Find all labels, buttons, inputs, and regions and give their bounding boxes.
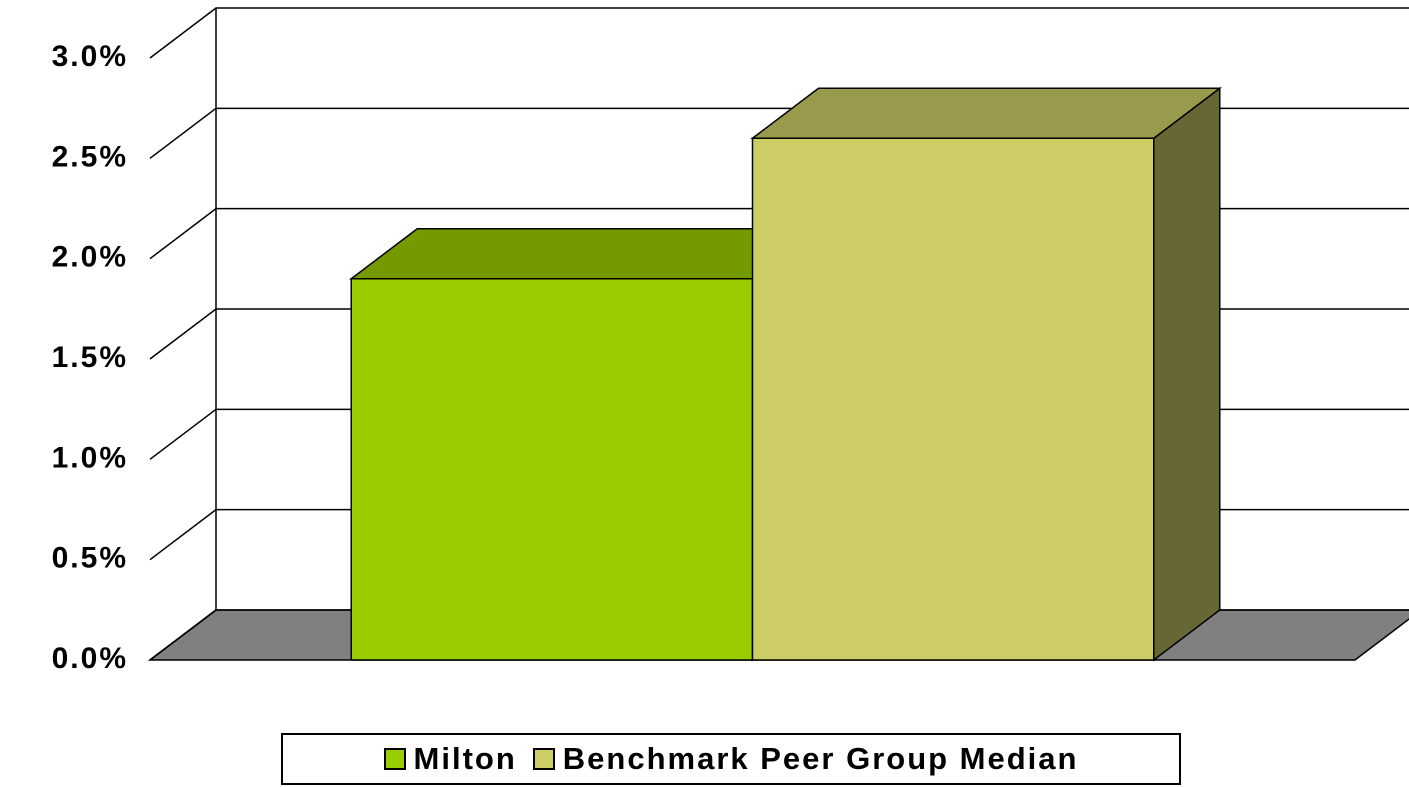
legend-label: Milton — [413, 741, 517, 776]
y-tick-label: 0.5% — [52, 542, 128, 575]
legend: Milton Benchmark Peer Group Median — [281, 733, 1181, 785]
legend-label: Benchmark Peer Group Median — [562, 741, 1079, 776]
legend-swatch — [383, 748, 406, 770]
chart: 0.0% 0.5% 1.0% 1.5% 2.0% 2.5% 3.0% — [52, 7, 1409, 675]
y-tick-label: 3.0% — [52, 40, 128, 73]
grid-line — [149, 7, 1409, 59]
legend-item: Milton — [383, 741, 517, 777]
legend-swatch — [532, 748, 555, 770]
bar-side — [1153, 86, 1221, 662]
bar — [349, 227, 821, 662]
bar-front — [350, 277, 754, 661]
y-tick-label: 2.5% — [52, 140, 128, 173]
y-tick-label: 1.5% — [52, 341, 128, 374]
y-tick-label: 2.0% — [52, 241, 128, 274]
y-tick-label: 1.0% — [52, 441, 128, 474]
y-tick-label: 0.0% — [52, 642, 128, 675]
bar-top — [349, 227, 821, 280]
bar-top — [750, 87, 1222, 140]
bar — [750, 86, 1222, 662]
legend-item: Benchmark Peer Group Median — [532, 741, 1079, 777]
bar-front — [751, 137, 1155, 661]
